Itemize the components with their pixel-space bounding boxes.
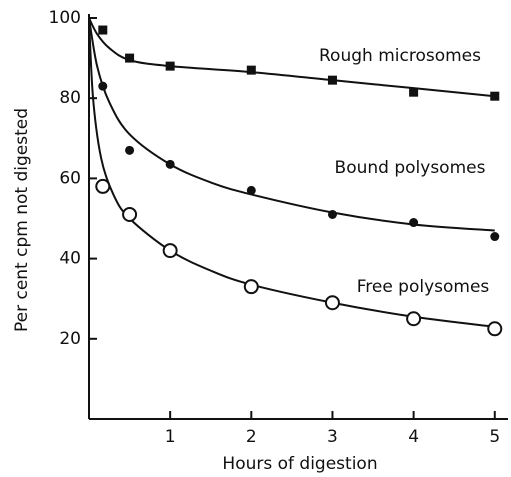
point [409, 87, 419, 97]
series-label: Rough microsomes [319, 46, 481, 66]
point [327, 209, 337, 219]
y-axis-label: Per cent cpm not digested [12, 108, 32, 332]
point [327, 75, 337, 85]
point [165, 159, 175, 169]
point [243, 279, 259, 295]
point [162, 243, 178, 259]
fit-curve [88, 17, 495, 98]
y-tick-label: 60 [59, 168, 81, 188]
point [406, 311, 422, 327]
point [125, 53, 135, 63]
point [490, 91, 500, 101]
point [490, 232, 500, 242]
point [122, 206, 138, 222]
point [125, 145, 135, 155]
point [98, 81, 108, 91]
x-axis-label: Hours of digestion [222, 454, 377, 474]
point [165, 61, 175, 71]
x-tick-label: 3 [327, 427, 338, 447]
point [487, 321, 503, 337]
point [98, 25, 108, 35]
y-tick-label: 100 [49, 8, 81, 28]
fit-curve [88, 17, 495, 328]
series-label: Bound polysomes [335, 158, 486, 178]
y-tick-label: 40 [59, 249, 81, 269]
x-tick-label: 5 [489, 427, 500, 447]
x-tick-label: 4 [408, 427, 419, 447]
point [246, 185, 256, 195]
x-tick-label: 2 [246, 427, 257, 447]
series-label: Free polysomes [357, 277, 490, 297]
point [246, 65, 256, 75]
point [324, 295, 340, 311]
x-tick-label: 1 [165, 427, 176, 447]
y-tick-label: 20 [59, 329, 81, 349]
point [409, 218, 419, 228]
y-tick-label: 80 [59, 88, 81, 108]
point [95, 178, 111, 194]
